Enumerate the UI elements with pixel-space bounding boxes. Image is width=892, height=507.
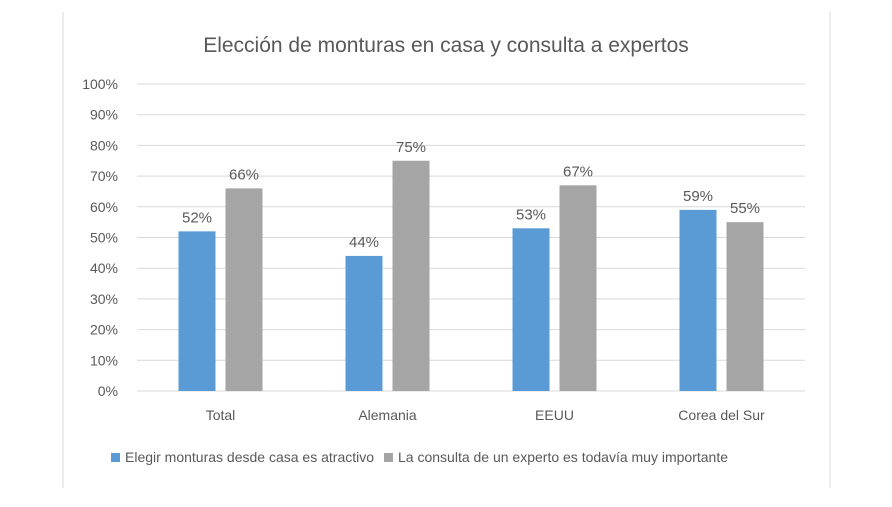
data-label: 52% xyxy=(182,209,212,226)
legend-swatch xyxy=(111,453,120,462)
legend-swatch xyxy=(384,453,394,462)
x-tick-label: EEUU xyxy=(535,407,574,423)
legend: Elegir monturas desde casa es atractivo L… xyxy=(111,449,728,465)
bars xyxy=(178,160,764,391)
data-label: 59% xyxy=(683,188,713,205)
data-label: 75% xyxy=(396,139,426,156)
y-tick-label: 10% xyxy=(90,352,118,368)
bar-expert-consult xyxy=(559,185,597,391)
x-axis-tick-labels: Total Alemania EEUU Corea del Sur xyxy=(206,407,765,423)
data-labels: 52% 66% 44% 75% 53% 67% 59% 55% xyxy=(182,139,760,251)
data-label: 66% xyxy=(229,166,259,183)
bar-home-selection xyxy=(679,209,717,391)
y-tick-label: 30% xyxy=(90,291,118,307)
y-tick-label: 20% xyxy=(90,322,118,338)
data-label: 53% xyxy=(516,206,546,223)
x-tick-label: Total xyxy=(206,407,236,423)
data-label: 55% xyxy=(730,200,760,217)
legend-label: Elegir monturas desde casa es atractivo xyxy=(125,449,374,465)
y-tick-label: 100% xyxy=(82,76,118,92)
bar-expert-consult xyxy=(225,188,263,391)
legend-label: La consulta de un experto es todavía muy… xyxy=(398,449,728,465)
bar-expert-consult xyxy=(726,222,764,391)
bar-expert-consult xyxy=(392,160,430,391)
y-axis-tick-labels: 0% 10% 20% 30% 40% 50% 60% 70% 80% 90% 100% xyxy=(82,76,118,399)
x-tick-label: Corea del Sur xyxy=(678,407,765,423)
chart-title: Elección de monturas en casa y consulta … xyxy=(203,34,689,57)
bar-home-selection xyxy=(178,231,216,391)
y-tick-label: 0% xyxy=(98,383,118,399)
y-tick-label: 50% xyxy=(90,230,118,246)
y-tick-label: 70% xyxy=(90,168,118,184)
y-tick-label: 90% xyxy=(90,107,118,123)
data-label: 44% xyxy=(349,234,379,251)
y-tick-label: 60% xyxy=(90,199,118,215)
y-tick-label: 80% xyxy=(90,137,118,153)
bar-home-selection xyxy=(512,228,550,391)
data-label: 67% xyxy=(563,163,593,180)
bar-home-selection xyxy=(345,255,383,391)
y-tick-label: 40% xyxy=(90,260,118,276)
x-tick-label: Alemania xyxy=(358,407,417,423)
